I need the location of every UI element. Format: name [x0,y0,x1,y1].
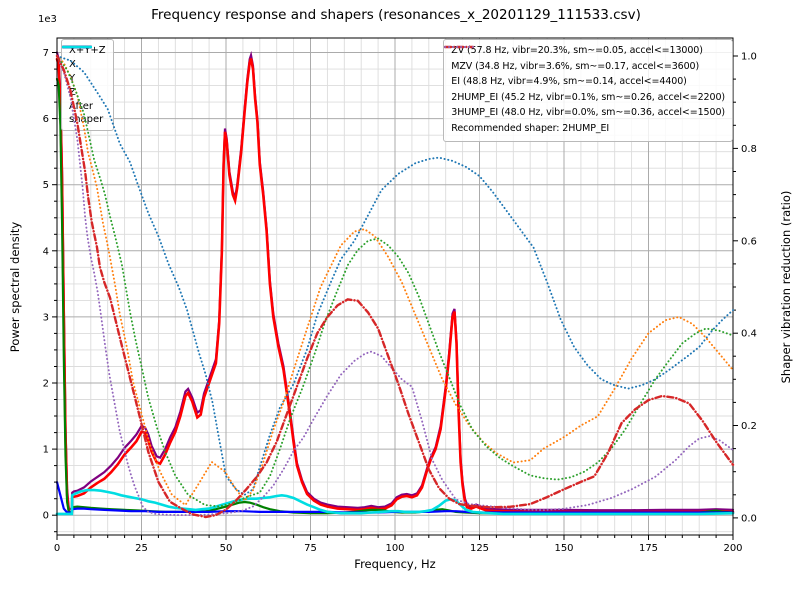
legend-item: EI (48.8 Hz, vibr=4.9%, sm~=0.14, accel<… [444,46,725,90]
legend-shapers: ZV (57.8 Hz, vibr=20.3%, sm~=0.05, accel… [443,39,733,142]
left-y-tick-label: 7 [43,48,49,59]
y-axis-offset-text: 1e3 [38,14,57,25]
x-tick-label: 200 [723,543,742,554]
x-tick-label: 150 [554,543,573,554]
left-y-tick-label: 2 [43,379,49,390]
legend-item: Y [62,45,106,85]
legend-swatch-spacer [444,41,474,53]
left-y-tick-label: 4 [43,246,49,257]
right-y-tick-label: 0.2 [741,421,757,432]
legend-item-label: After shaper [69,101,104,125]
legend-item-label: 3HUMP_EI (48.0 Hz, vibr=0.0%, sm~=0.36, … [451,107,725,119]
right-y-tick-label: 0.4 [741,329,757,340]
legend-item: After shaper [62,45,106,126]
legend-item-label: Recommended shaper: 2HUMP_EI [451,122,610,134]
x-tick-label: 175 [639,543,658,554]
legend-item-label: X [69,59,76,70]
axes-frame: 0 25 50 75 100 125 150 175 200 0 1 2 3 4 5 6 7 0.0 0.2 0.4 0… [43,37,757,554]
legend-item: ZV (57.8 Hz, vibr=20.3%, sm~=0.05, accel… [444,44,725,59]
x-tick-label: 75 [304,543,317,554]
left-y-tick-label: 5 [43,180,49,191]
x-tick-label: 0 [54,543,60,554]
right-y-tick-label: 1.0 [741,52,757,63]
legend-item-label: 2HUMP_EI (45.2 Hz, vibr=0.1%, sm~=0.26, … [451,91,725,103]
right-y-tick-label: 0.0 [741,513,757,524]
right-y-tick-label: 0.6 [741,236,757,247]
legend-item-label: Y [69,73,76,84]
legend-measured-axes: X+Y+Z X Y Z After shaper [61,39,114,131]
right-y-tick-label: 0.8 [741,144,757,155]
legend-item: X [62,45,106,71]
legend-item-label: ZV (57.8 Hz, vibr=20.3%, sm~=0.05, accel… [451,45,703,56]
legend-item-label: X+Y+Z [69,45,106,56]
legend-line-swatch [62,45,92,49]
left-y-tick-label: 6 [43,114,49,125]
x-tick-label: 100 [385,543,404,554]
left-y-tick-label: 1 [43,445,49,456]
legend-item: MZV (34.8 Hz, vibr=3.6%, sm~=0.17, accel… [444,46,725,75]
right-y-axis-label: Shaper vibration reduction (ratio) [779,190,793,384]
x-tick-label: 25 [135,543,148,554]
left-y-tick-label: 0 [43,511,49,522]
legend-item: Recommended shaper: 2HUMP_EI [451,122,725,137]
legend-item-label: Z [69,87,76,98]
legend-item-label: MZV (34.8 Hz, vibr=3.6%, sm~=0.17, accel… [451,60,700,72]
left-y-axis-label: Power spectral density [8,221,22,353]
legend-item: 3HUMP_EI (48.0 Hz, vibr=0.0%, sm~=0.36, … [444,46,725,121]
x-axis-label: Frequency, Hz [354,557,436,571]
legend-item-label: EI (48.8 Hz, vibr=4.9%, sm~=0.14, accel<… [451,76,687,88]
x-tick-label: 50 [220,543,233,554]
legend-line-swatch [444,46,475,48]
x-tick-label: 125 [470,543,489,554]
legend-item: Z [62,45,106,99]
legend-item: 2HUMP_EI (45.2 Hz, vibr=0.1%, sm~=0.26, … [444,45,725,106]
chart-title: Frequency response and shapers (resonanc… [151,7,641,23]
left-y-tick-label: 3 [43,312,49,323]
